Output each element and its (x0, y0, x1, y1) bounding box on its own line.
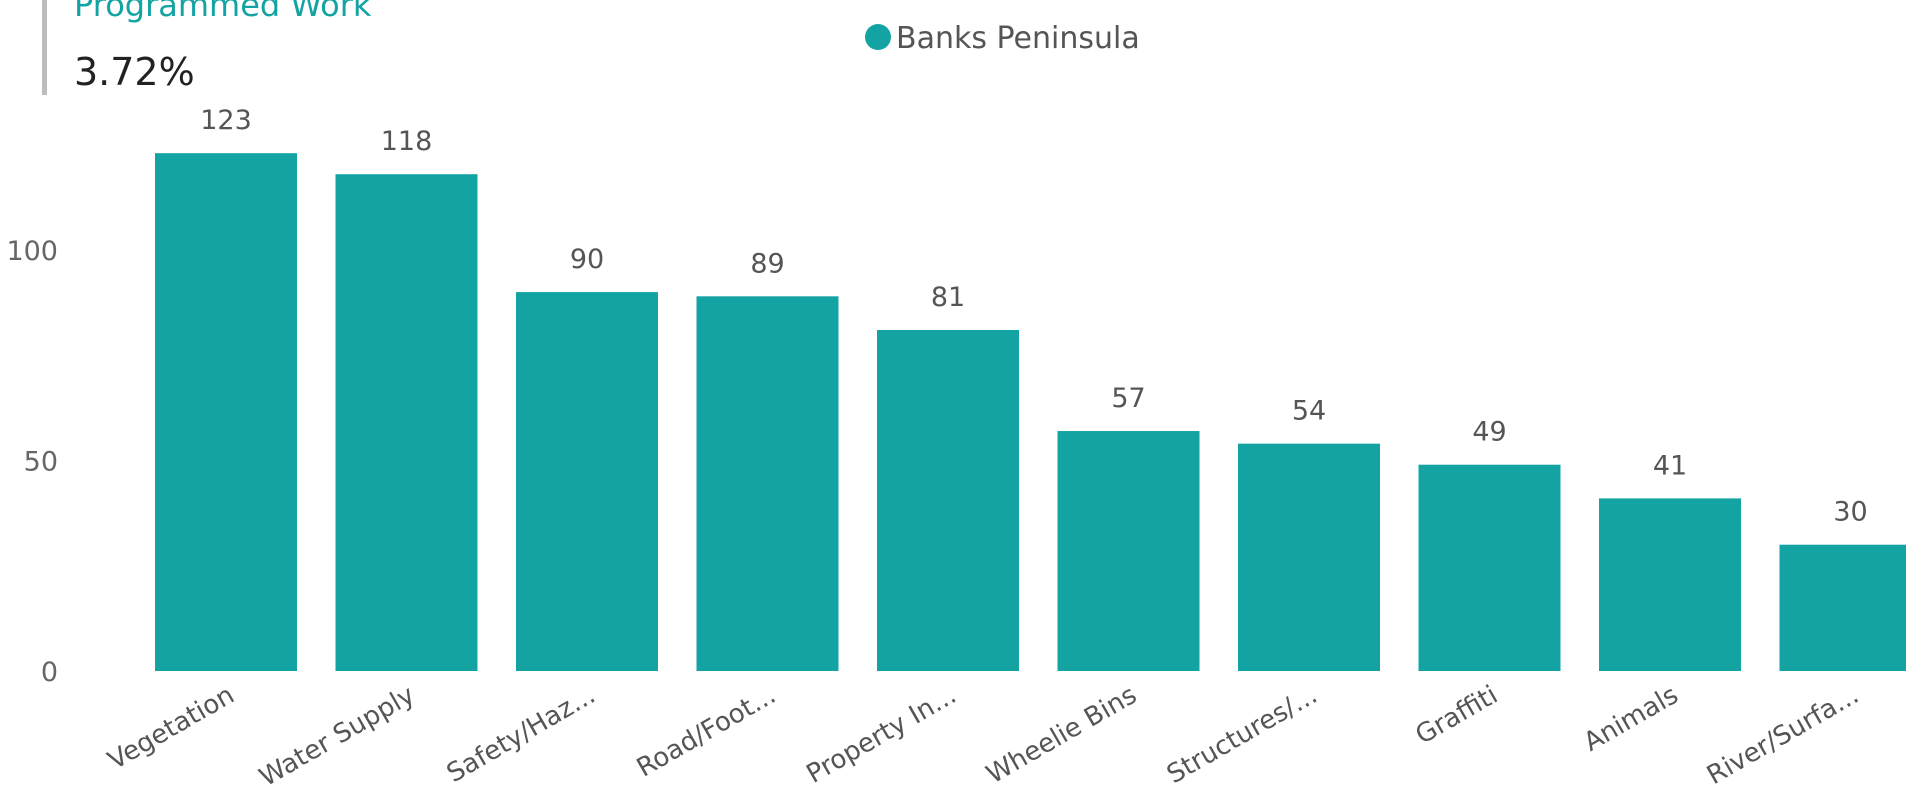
data-label: 90 (570, 244, 604, 275)
legend-label: Banks Peninsula (896, 21, 1140, 56)
data-label: 54 (1292, 396, 1326, 427)
y-tick-label: 0 (41, 657, 58, 688)
legend-marker (865, 24, 891, 50)
data-label: 123 (200, 105, 252, 136)
data-label: 57 (1111, 383, 1145, 414)
bar[interactable] (877, 329, 1019, 671)
bar[interactable] (696, 296, 839, 671)
data-label: 49 (1472, 417, 1506, 448)
data-label: 41 (1653, 450, 1687, 481)
bar[interactable] (1779, 544, 1906, 671)
x-tick-label: Property In... (802, 680, 962, 790)
y-tick-label: 100 (6, 236, 58, 267)
data-label: 81 (931, 282, 965, 313)
x-tick-label: Wheelie Bins (982, 680, 1142, 790)
bar[interactable] (1418, 464, 1561, 671)
kpi-value: 3.72% (74, 50, 195, 94)
bar[interactable] (516, 292, 658, 671)
data-label: 30 (1833, 497, 1867, 528)
kpi-accent-bar (42, 0, 47, 95)
data-label: 118 (381, 126, 433, 157)
x-tick-label: Animals (1579, 680, 1684, 758)
bar[interactable] (1057, 431, 1200, 671)
x-tick-label: River/Surfa... (1702, 680, 1864, 791)
bar[interactable] (1599, 498, 1741, 671)
data-label: 89 (750, 248, 784, 279)
x-tick-label: Safety/Haz... (442, 680, 601, 789)
kpi-title: Programmed Work (74, 0, 372, 24)
x-tick-label: Vegetation (103, 680, 239, 776)
x-tick-label: Road/Foot... (632, 680, 781, 783)
x-tick-label: Structures/... (1162, 680, 1323, 790)
y-tick-label: 50 (24, 447, 58, 478)
bar[interactable] (1238, 443, 1380, 671)
bar[interactable] (335, 174, 478, 671)
bar[interactable] (155, 153, 297, 672)
legend: Banks Peninsula (865, 21, 1140, 56)
x-tick-label: Graffiti (1411, 680, 1503, 751)
x-tick-label: Water Supply (255, 680, 420, 793)
